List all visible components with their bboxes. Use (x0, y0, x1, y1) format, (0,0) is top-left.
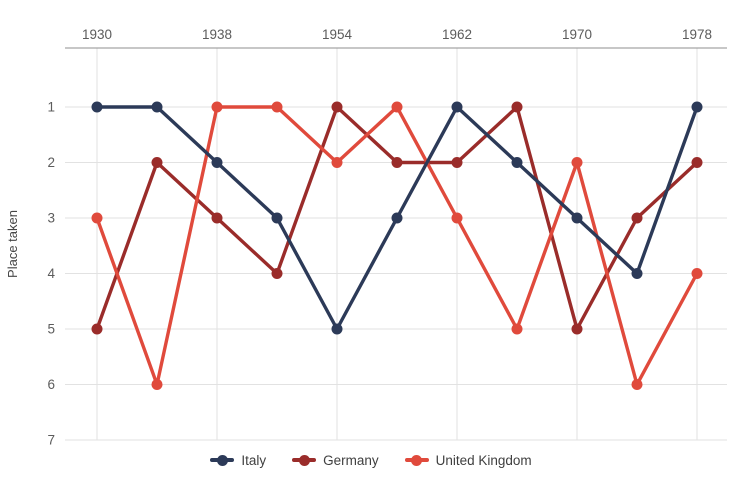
data-point-italy-1958[interactable] (391, 212, 403, 224)
data-point-germany-1958[interactable] (391, 157, 403, 168)
data-point-united-kingdom-1970[interactable] (571, 157, 583, 168)
data-point-united-kingdom-1930[interactable] (91, 212, 103, 224)
data-point-italy-1954[interactable] (331, 323, 343, 335)
data-point-italy-1970[interactable] (571, 212, 583, 224)
data-point-united-kingdom-1938[interactable] (211, 101, 223, 113)
y-tick-label-2: 2 (47, 155, 55, 170)
y-tick-label-6: 6 (47, 377, 55, 392)
data-point-united-kingdom-1934[interactable] (151, 379, 163, 390)
y-tick-label-1: 1 (47, 100, 55, 115)
y-tick-label-7: 7 (47, 433, 55, 448)
data-point-italy-1950[interactable] (271, 212, 283, 224)
legend-item-united-kingdom[interactable]: United Kingdom (404, 452, 532, 468)
data-point-italy-1974[interactable] (631, 268, 643, 279)
data-point-italy-1966[interactable] (511, 157, 523, 168)
data-point-germany-1974[interactable] (631, 212, 643, 224)
y-tick-label-3: 3 (47, 211, 55, 226)
legend-label: Italy (241, 452, 267, 468)
x-tick-label-1954: 1954 (322, 27, 353, 42)
data-point-united-kingdom-1974[interactable] (631, 379, 643, 390)
legend-item-italy[interactable]: Italy (210, 453, 266, 468)
x-tick-label-1938: 1938 (202, 27, 232, 42)
x-tick-label-1970: 1970 (562, 27, 592, 42)
data-point-germany-1950[interactable] (271, 268, 283, 279)
data-point-united-kingdom-1958[interactable] (391, 101, 403, 113)
data-point-germany-1930[interactable] (91, 323, 103, 335)
chart-legend: Italy Germany United Kingdom (0, 449, 742, 471)
data-point-germany-1966[interactable] (511, 101, 523, 113)
data-point-germany-1962[interactable] (451, 157, 463, 168)
data-point-italy-1962[interactable] (451, 101, 463, 113)
data-point-italy-1938[interactable] (211, 157, 223, 168)
legend-item-germany[interactable]: Germany (292, 453, 379, 468)
legend-marker-icon (404, 454, 429, 466)
data-point-united-kingdom-1966[interactable] (511, 323, 523, 335)
legend-marker-icon (210, 454, 235, 466)
legend-marker-icon (292, 454, 317, 466)
data-point-united-kingdom-1962[interactable] (451, 212, 463, 224)
x-tick-label-1962: 1962 (442, 27, 472, 42)
x-tick-label-1930: 1930 (82, 27, 112, 42)
data-point-germany-1938[interactable] (211, 212, 223, 224)
data-point-italy-1978[interactable] (691, 101, 703, 113)
y-tick-label-4: 4 (47, 266, 55, 281)
data-point-germany-1978[interactable] (691, 157, 703, 168)
data-point-germany-1954[interactable] (331, 101, 343, 113)
data-point-germany-1934[interactable] (151, 157, 163, 168)
legend-label: United Kingdom (435, 452, 532, 468)
data-point-italy-1934[interactable] (151, 101, 163, 113)
data-point-united-kingdom-1950[interactable] (271, 101, 283, 113)
data-point-germany-1970[interactable] (571, 323, 583, 335)
legend-label: Germany (323, 452, 379, 468)
x-tick-label-1978: 1978 (682, 27, 712, 42)
y-tick-label-5: 5 (47, 322, 55, 337)
data-point-united-kingdom-1978[interactable] (691, 268, 703, 279)
data-point-united-kingdom-1954[interactable] (331, 157, 343, 168)
y-axis-title: Place taken (5, 210, 20, 278)
data-point-italy-1930[interactable] (91, 101, 103, 113)
